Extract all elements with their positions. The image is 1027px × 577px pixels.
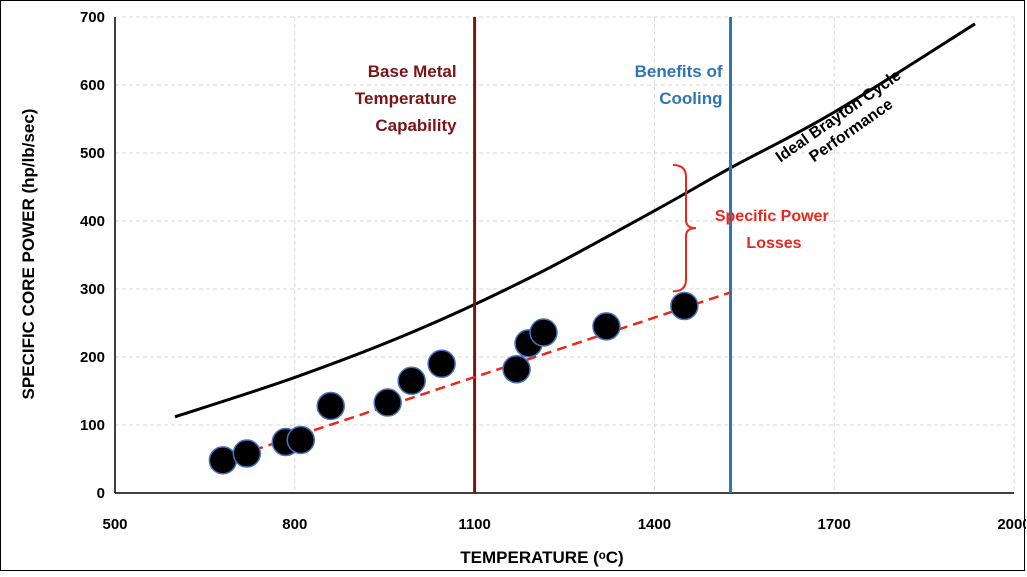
data-point (592, 312, 621, 341)
y-tick-label: 600 (80, 77, 105, 94)
x-axis-title: TEMPERATURE (ᵒC) (460, 548, 623, 567)
vertical-line-label-line: Benefits of (635, 62, 723, 81)
data-point (373, 388, 402, 417)
vertical-lines (473, 17, 733, 493)
data-point (286, 425, 316, 455)
data-point (427, 349, 456, 379)
vertical-line-label-line: Base Metal (368, 62, 457, 81)
y-tick-label: 700 (80, 9, 105, 26)
y-tick-labels: 0 100 200 300 400 500 600 700 (80, 9, 105, 502)
data-point (502, 354, 531, 384)
data-point (232, 439, 262, 468)
y-tick-label: 500 (80, 145, 105, 162)
vertical-line-label-line: Capability (375, 116, 457, 135)
axis-layer (114, 17, 1014, 494)
y-tick-label: 200 (80, 349, 105, 366)
vertical-line-label-1: Base Metal Temperature Capability (355, 62, 457, 135)
y-tick-label: 100 (80, 417, 105, 434)
data-points (208, 291, 699, 475)
x-tick-label: 1100 (458, 516, 491, 533)
y-tick-label: 0 (97, 485, 105, 502)
curve-label: Ideal Brayton Cycle Performance (773, 64, 919, 181)
vertical-line-label-2: Benefits of Cooling (635, 62, 723, 108)
vertical-line-label-line: Cooling (659, 89, 722, 108)
data-point (208, 446, 238, 475)
y-tick-label: 300 (80, 281, 105, 298)
vertical-line-label-line: Temperature (355, 89, 457, 108)
losses-brace (672, 163, 697, 293)
data-point (316, 391, 346, 421)
losses-label-line-1: Specific Power (715, 208, 829, 225)
data-point (670, 291, 699, 321)
ideal-brayton-curve (174, 22, 976, 419)
grid-layer (115, 16, 1015, 493)
data-point (397, 366, 426, 396)
x-tick-label: 500 (102, 516, 127, 533)
x-tick-label: 1700 (818, 516, 851, 533)
losses-label-line-2: Losses (746, 235, 801, 252)
data-point (529, 318, 558, 347)
y-tick-label: 400 (80, 213, 105, 230)
losses-label: Specific Power Losses (715, 208, 833, 252)
x-tick-label: 1400 (638, 516, 671, 533)
x-tick-label: 800 (282, 516, 307, 533)
vertical-line-labels: Base Metal Temperature Capability Benefits … (355, 62, 723, 135)
y-axis-title: SPECIFIC CORE POWER (hp/lb/sec) (19, 109, 38, 400)
